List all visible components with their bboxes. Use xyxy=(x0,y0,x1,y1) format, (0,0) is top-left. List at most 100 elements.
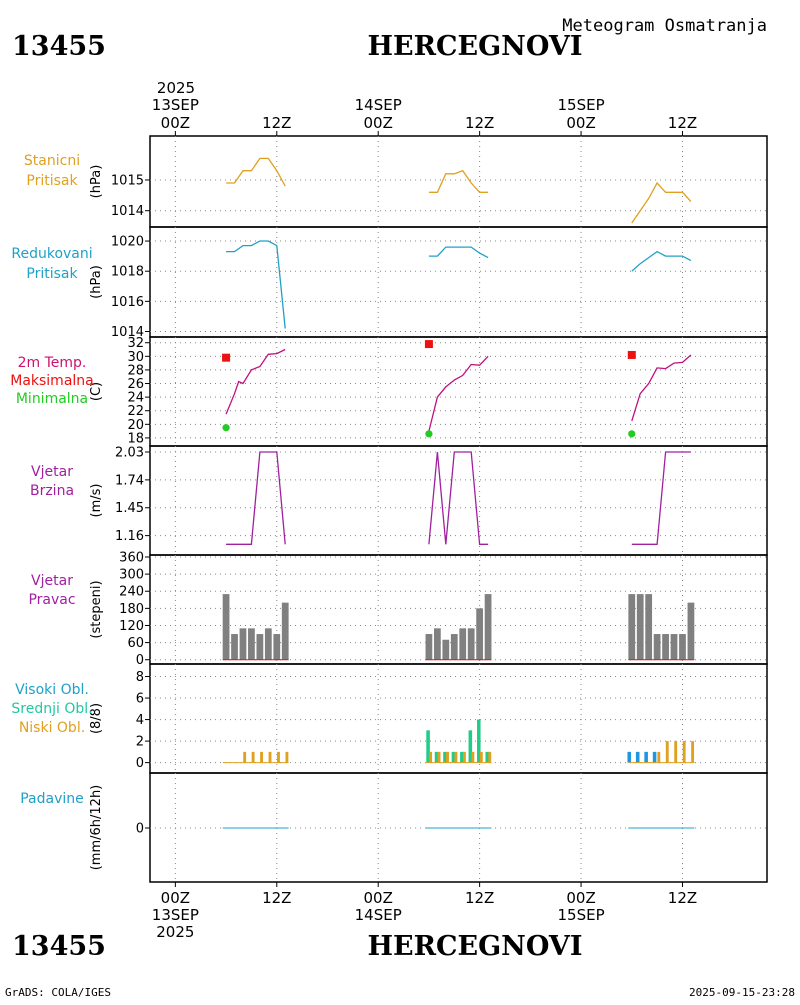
bar-clouds xyxy=(451,751,456,763)
bar-clouds xyxy=(251,751,255,763)
bar-wind_direction xyxy=(222,594,230,660)
max-temp-point xyxy=(222,353,231,362)
bottom-time-label: 00Z xyxy=(161,889,190,907)
bar-clouds xyxy=(443,751,447,763)
data-wind_speed xyxy=(226,451,691,545)
bar-clouds xyxy=(635,751,640,763)
bar-clouds xyxy=(665,741,669,763)
bar-wind_direction xyxy=(239,628,247,660)
series-line-reduced_pressure xyxy=(226,240,286,329)
timestamp-label: 2025-09-15-23:28 xyxy=(689,986,795,999)
top-time-label: 12Z xyxy=(465,114,494,132)
y-tick-label: 0 xyxy=(136,653,144,668)
panel-label: Maksimalna xyxy=(10,373,94,389)
bar-clouds xyxy=(460,751,464,763)
bar-wind_direction xyxy=(425,634,433,660)
y-tick-label: 18 xyxy=(127,431,144,446)
panel-label: Redukovani xyxy=(11,246,92,262)
panel-reduced_pressure: 1014 1016 1018 1020 (hPa) Redukovani Pritisak xyxy=(11,226,768,340)
bar-wind_direction xyxy=(231,634,238,660)
y-tick-label: 1014 xyxy=(111,325,144,340)
bar-wind_direction xyxy=(248,628,255,660)
bar-clouds xyxy=(477,719,481,763)
y-tick-label: 4 xyxy=(136,713,144,728)
unit-label-temperature: (C) xyxy=(89,382,104,401)
bar-clouds xyxy=(462,751,466,763)
bar-clouds xyxy=(429,751,433,763)
bar-clouds xyxy=(674,741,678,763)
series-line-reduced_pressure xyxy=(631,250,692,272)
panel-frame-temperature xyxy=(149,336,768,447)
y-tick-label: 1014 xyxy=(111,204,144,219)
top-time-label: 00Z xyxy=(566,114,595,132)
bar-clouds xyxy=(426,730,430,763)
min-temp-point xyxy=(628,430,636,438)
top-time-label: 12Z xyxy=(262,114,291,132)
bar-clouds xyxy=(682,741,686,763)
bar-clouds xyxy=(627,751,632,763)
y-tick-label: 360 xyxy=(119,551,144,566)
panel-label: Pritisak xyxy=(26,266,78,282)
station-id-top: 13455 xyxy=(12,31,106,62)
top-time-label: 13SEP xyxy=(152,96,199,114)
max-temp-point xyxy=(424,340,433,349)
panel-wind_speed: 1.16 1.45 1.74 2.03 (m/s) Vjetar Brzina xyxy=(30,445,768,556)
y-tick-label: 0 xyxy=(136,822,144,837)
bar-clouds xyxy=(485,751,490,763)
panel-precipitation: 0 (mm/6h/12h) Padavine xyxy=(20,772,768,883)
panel-wind_direction: 0 60 120 180 240 300 360 (stepeni) Vjetar Pravac xyxy=(28,551,768,668)
y-tick-label: 8 xyxy=(136,670,144,685)
bar-clouds xyxy=(437,751,441,763)
bar-wind_direction xyxy=(273,634,281,660)
y-tick-label: 1020 xyxy=(111,235,144,250)
bar-clouds xyxy=(657,751,661,763)
panel-label: Padavine xyxy=(20,791,84,807)
data-clouds xyxy=(222,719,695,764)
min-temp-point xyxy=(222,424,230,432)
bar-wind_direction xyxy=(636,594,644,660)
bar-wind_direction xyxy=(484,594,492,660)
y-tick-label: 1.74 xyxy=(115,473,144,488)
series-line-wind_speed xyxy=(226,451,286,545)
data-wind_direction xyxy=(222,594,695,661)
panel-label: Minimalna xyxy=(16,391,88,407)
top-time-label: 00Z xyxy=(161,114,190,132)
bar-wind_direction xyxy=(442,639,450,660)
y-tick-label: 1.16 xyxy=(115,529,144,544)
panel-label: Stanicni xyxy=(24,153,80,169)
unit-label-precipitation: (mm/6h/12h) xyxy=(89,785,104,871)
bar-wind_direction xyxy=(662,634,669,660)
y-tick-label: 26 xyxy=(127,377,144,392)
y-tick-label: 1015 xyxy=(111,173,144,188)
series-line-wind_speed xyxy=(631,451,691,545)
panel-frame-pressure xyxy=(149,135,768,228)
bar-clouds xyxy=(691,741,695,763)
y-tick-label: 60 xyxy=(127,636,144,651)
data-pressure xyxy=(226,157,692,224)
series-line-temperature xyxy=(428,355,489,432)
panels: 10141015(hPa)StanicniPritisak10141016101… xyxy=(10,135,768,883)
station-name-bottom: HERCEGNOVI xyxy=(368,931,583,962)
bar-wind_direction xyxy=(264,628,272,660)
bottom-time-label: 12Z xyxy=(668,889,697,907)
bar-clouds xyxy=(471,751,475,763)
y-tick-label: 1018 xyxy=(111,265,144,280)
top-year-label: 2025 xyxy=(157,79,195,97)
bottom-time-label: 00Z xyxy=(566,889,595,907)
bar-clouds xyxy=(277,751,280,763)
bar-wind_direction xyxy=(450,634,458,660)
y-tick-label: 120 xyxy=(119,619,144,634)
y-tick-label: 1.45 xyxy=(115,501,144,516)
bar-wind_direction xyxy=(476,608,484,660)
bottom-time-label: 2025 xyxy=(156,923,194,941)
bar-wind_direction xyxy=(459,628,467,660)
bar-clouds xyxy=(479,751,483,763)
series-line-reduced_pressure xyxy=(428,246,489,259)
unit-label-wind_direction: (stepeni) xyxy=(89,580,104,638)
bar-clouds xyxy=(243,751,247,763)
bar-clouds xyxy=(644,751,648,763)
data-temperature xyxy=(222,340,692,438)
y-tick-label: 32 xyxy=(127,336,144,351)
